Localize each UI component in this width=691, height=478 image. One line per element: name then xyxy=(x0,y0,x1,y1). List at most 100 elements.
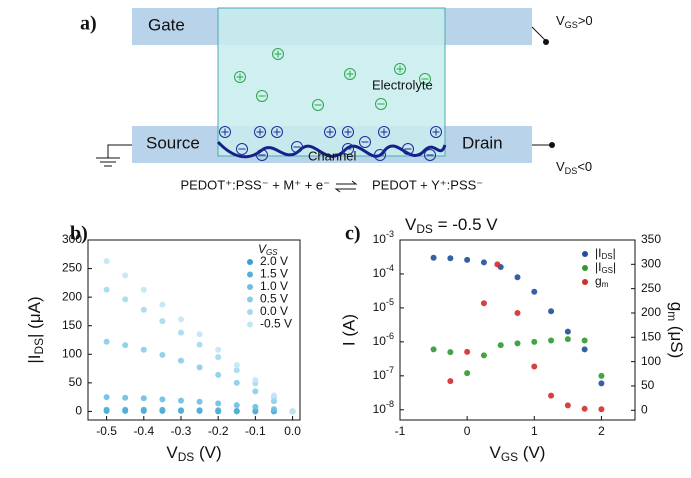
data-point xyxy=(464,256,471,263)
legend-label: 1.0 V xyxy=(260,279,288,293)
ion xyxy=(419,73,431,85)
data-point xyxy=(564,328,571,335)
ion xyxy=(394,63,406,75)
y-tick-label: 10-5 xyxy=(373,297,394,314)
vgs-label: VGS>0 xyxy=(556,13,593,30)
y2-tick-label: 350 xyxy=(641,232,661,246)
ion xyxy=(256,149,268,161)
ion xyxy=(219,126,231,138)
data-point xyxy=(270,392,277,399)
source-label: Source xyxy=(146,133,200,152)
text-part: DS xyxy=(565,166,578,176)
legend-marker xyxy=(582,279,588,285)
ion xyxy=(324,126,336,138)
ion xyxy=(375,98,387,110)
text-part: m xyxy=(665,311,679,321)
gate-terminal xyxy=(543,39,549,45)
x-tick-label: 0 xyxy=(464,424,471,438)
text-part: >0 xyxy=(578,13,593,28)
data-point xyxy=(447,349,454,356)
ion xyxy=(378,126,390,138)
data-point xyxy=(177,316,184,323)
electrolyte-label: Electrolyte xyxy=(372,77,433,92)
y-tick-label: 50 xyxy=(69,375,83,389)
legend-label: |IGS| xyxy=(595,260,616,275)
ground xyxy=(96,144,132,167)
x-tick-label: 2 xyxy=(598,424,605,438)
legend-end: | xyxy=(613,260,616,274)
data-point xyxy=(103,394,110,401)
text-part: GS xyxy=(501,450,518,464)
text-part: V xyxy=(490,443,502,462)
y2-tick-label: 200 xyxy=(641,305,661,319)
text-part: V xyxy=(556,159,565,174)
y-tick-label: 0 xyxy=(75,404,82,418)
x-tick-label: -0.2 xyxy=(208,424,229,438)
panel-label: a) xyxy=(80,13,97,35)
data-point xyxy=(233,362,240,369)
drain-label: Drain xyxy=(462,133,503,152)
data-point xyxy=(233,407,240,414)
y-tick-label: 250 xyxy=(62,261,82,275)
y-tick-label: 10-6 xyxy=(373,331,394,348)
data-point xyxy=(122,406,129,413)
electrolyte-box xyxy=(217,7,446,157)
tick-exponent: -3 xyxy=(386,229,394,239)
y-tick-label: 10-4 xyxy=(373,263,394,280)
y2-axis-label: gm (μS) xyxy=(665,302,686,359)
gate-label: Gate xyxy=(148,15,185,34)
data-point xyxy=(531,288,538,295)
data-point xyxy=(196,398,203,405)
data-point xyxy=(233,402,240,409)
y2-tick-label: 300 xyxy=(641,256,661,270)
text-part: <0 xyxy=(577,159,592,174)
legend-label: 0.5 V xyxy=(260,292,288,306)
chart-title: VDS = -0.5 V xyxy=(405,215,498,236)
data-point xyxy=(140,406,147,413)
legend-marker xyxy=(582,265,588,271)
channel-label: Channel xyxy=(308,148,357,163)
ion xyxy=(402,143,414,155)
data-point xyxy=(598,380,605,387)
data-point xyxy=(464,370,471,377)
x-tick-label: -0.5 xyxy=(96,424,117,438)
panel-label: b) xyxy=(70,223,88,245)
data-point xyxy=(177,407,184,414)
data-point xyxy=(430,346,437,353)
text-part: g xyxy=(667,302,686,311)
data-point xyxy=(177,329,184,336)
legend-marker xyxy=(582,251,588,257)
data-point xyxy=(215,371,222,378)
text-part: | (μA) xyxy=(25,296,44,338)
data-point xyxy=(196,364,203,371)
x-tick-label: 1 xyxy=(531,424,538,438)
data-point xyxy=(159,351,166,358)
y2-tick-label: 100 xyxy=(641,354,661,368)
ions xyxy=(219,48,442,161)
text-part: (μS) xyxy=(667,321,686,358)
text-part: (V) xyxy=(518,443,545,462)
ion xyxy=(271,126,283,138)
data-point xyxy=(289,408,296,415)
legend-marker xyxy=(247,296,253,303)
tick-exponent: -4 xyxy=(386,263,394,273)
y2-tick-label: 0 xyxy=(641,402,648,416)
gate-wire xyxy=(531,26,546,41)
ion xyxy=(312,99,324,111)
y-tick-label: 10-3 xyxy=(373,229,394,246)
data-point xyxy=(122,272,129,279)
legend-marker xyxy=(247,309,253,315)
legend-label: 1.5 V xyxy=(260,267,288,281)
y2-tick-label: 50 xyxy=(641,378,655,392)
data-point xyxy=(140,286,147,293)
data-point xyxy=(196,407,203,414)
data-point xyxy=(140,306,147,313)
data-point xyxy=(159,301,166,308)
tick-exponent: -8 xyxy=(386,399,394,409)
data-point xyxy=(548,392,555,399)
y-tick-label: 200 xyxy=(62,289,82,303)
data-point xyxy=(598,372,605,379)
y-axis-label: |IDS| (μA) xyxy=(25,296,46,363)
data-point xyxy=(140,395,147,402)
